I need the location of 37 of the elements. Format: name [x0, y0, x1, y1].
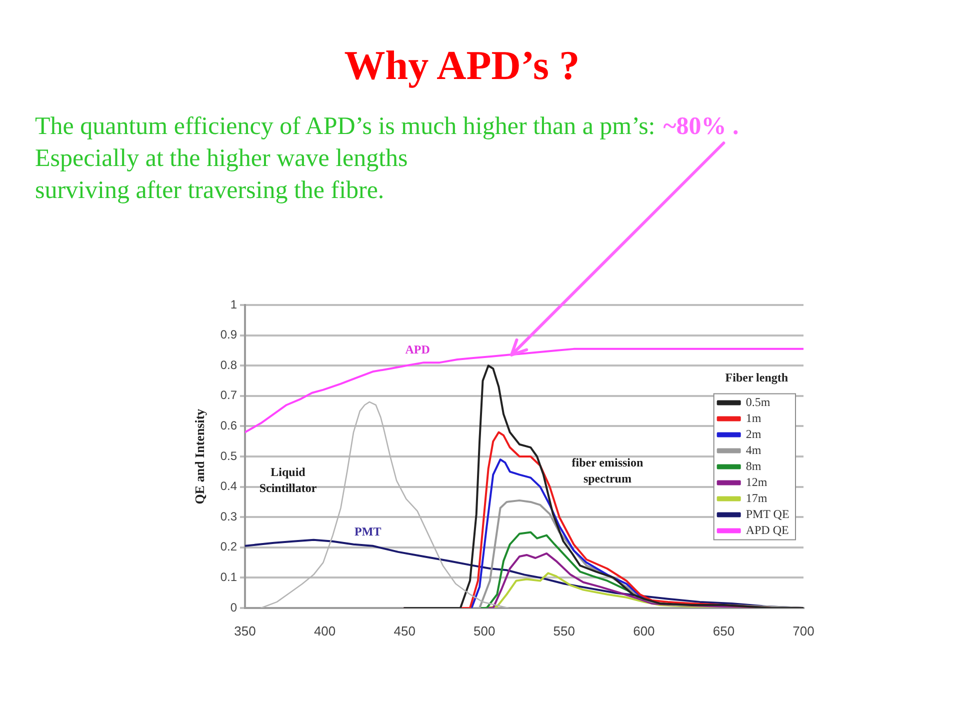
x-tick-label: 450	[394, 623, 416, 638]
x-tick-label: 400	[314, 623, 336, 638]
legend-label: APD QE	[746, 522, 789, 537]
y-tick-label: 0.4	[220, 479, 238, 494]
x-tick-label: 650	[712, 623, 735, 638]
legend-label: 8m	[746, 458, 762, 473]
annotation: fiber emission spectrum	[572, 456, 644, 486]
y-tick-label: 0.2	[220, 540, 238, 554]
x-tick-label: 550	[553, 623, 575, 638]
x-tick-label: 350	[234, 623, 256, 638]
y-tick-label: 0.8	[220, 358, 238, 372]
legend-label: 2m	[746, 426, 762, 441]
chart-title: Why APD’s ?	[343, 42, 581, 88]
x-tick-label: 500	[474, 623, 496, 638]
legend-label: 12m	[746, 474, 768, 489]
y-tick-label: 0	[230, 600, 238, 614]
annotation: Liquid Scintillator	[259, 464, 318, 495]
annotation: ~80% .	[663, 113, 739, 140]
legend-label: 0.5m	[746, 394, 771, 409]
y-tick-label: 0.5	[220, 448, 238, 463]
y-axis-title: QE and Intensity	[192, 408, 208, 504]
x-tick-label: 600	[633, 623, 655, 638]
annotation: PMT	[354, 524, 382, 538]
y-tick-label: 0.9	[220, 328, 238, 342]
text: The quantum efficiency of APD’s is much higher than a pm’s: Especially at the higher wave lengths surviving after traversing the fibre.	[35, 113, 656, 204]
y-tick-label: 1	[230, 297, 238, 312]
legend-label: 4m	[746, 442, 762, 457]
y-tick-label: 0.7	[220, 388, 238, 402]
legend-label: PMT QE	[746, 506, 790, 521]
y-tick-label: 0.6	[220, 418, 238, 433]
legend-title: Fiber length	[725, 370, 788, 384]
y-tick-label: 0.3	[220, 509, 238, 524]
legend-label: 17m	[746, 490, 768, 505]
annotation: APD	[405, 342, 430, 357]
x-tick-label: 700	[792, 623, 814, 638]
legend-label: 1m	[746, 410, 762, 425]
y-tick-label: 0.1	[220, 570, 238, 584]
